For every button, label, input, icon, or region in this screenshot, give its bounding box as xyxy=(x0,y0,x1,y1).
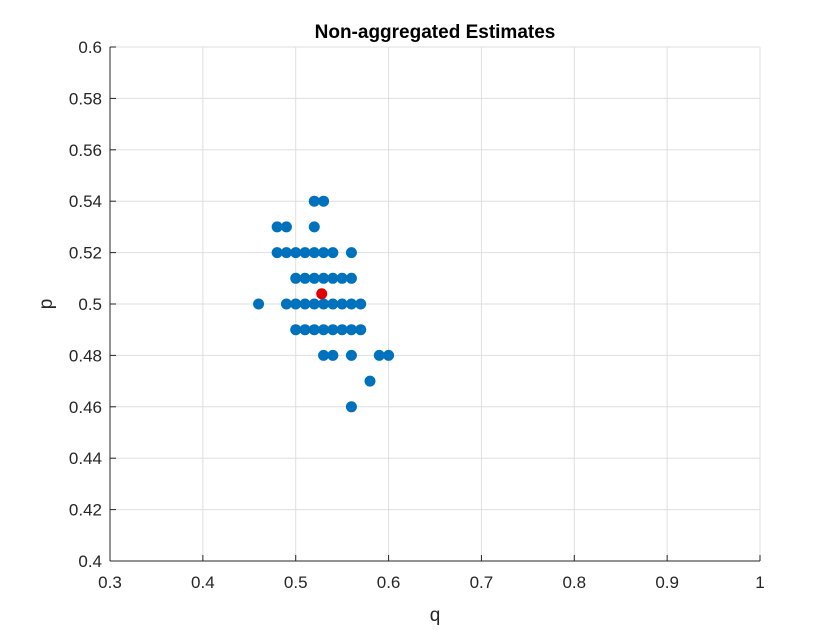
estimate-point xyxy=(327,272,339,284)
estimate-point xyxy=(290,272,302,284)
estimate-point xyxy=(336,298,348,310)
x-tick-label: 0.5 xyxy=(284,573,308,592)
y-tick-label: 0.6 xyxy=(78,38,102,57)
estimate-point xyxy=(318,298,330,310)
y-tick-label: 0.4 xyxy=(78,552,102,571)
y-tick-label: 0.48 xyxy=(69,346,102,365)
y-tick-label: 0.58 xyxy=(69,89,102,108)
estimate-point xyxy=(383,349,395,361)
estimate-point xyxy=(318,349,330,361)
estimate-point xyxy=(327,324,339,336)
y-axis-label: p xyxy=(36,299,57,310)
data-points xyxy=(253,195,395,413)
x-tick-label: 0.4 xyxy=(191,573,215,592)
y-tick-label: 0.46 xyxy=(69,398,102,417)
estimate-point xyxy=(299,247,311,259)
estimate-point xyxy=(336,324,348,336)
estimate-point xyxy=(355,298,367,310)
estimate-point xyxy=(299,272,311,284)
x-axis-label: q xyxy=(430,605,441,626)
estimate-point xyxy=(308,195,320,207)
estimate-point xyxy=(290,298,302,310)
x-tick-label: 0.3 xyxy=(98,573,122,592)
estimate-point xyxy=(364,375,376,387)
estimate-point xyxy=(355,324,367,336)
x-tick-label: 1 xyxy=(755,573,764,592)
y-ticks: 0.4 0.42 0.44 0.46 0.48 0.5 0.52 0.54 0.56 0.58 0.… xyxy=(69,38,116,571)
x-tick-label: 0.8 xyxy=(562,573,586,592)
estimate-point xyxy=(345,298,357,310)
estimate-point xyxy=(308,324,320,336)
estimate-point xyxy=(327,298,339,310)
y-tick-label: 0.56 xyxy=(69,141,102,160)
chart-title: Non-aggregated Estimates xyxy=(315,22,556,43)
estimate-point xyxy=(308,221,320,233)
estimate-point xyxy=(280,298,292,310)
estimate-point xyxy=(318,324,330,336)
y-tick-label: 0.44 xyxy=(69,449,102,468)
estimate-point xyxy=(280,221,292,233)
x-ticks: 0.3 0.4 0.5 0.6 0.7 0.8 0.9 1 xyxy=(98,555,765,592)
estimate-point xyxy=(308,298,320,310)
estimate-point xyxy=(327,247,339,259)
y-tick-label: 0.42 xyxy=(69,501,102,520)
estimate-point xyxy=(336,272,348,284)
y-tick-label: 0.5 xyxy=(78,295,102,314)
estimate-point xyxy=(345,324,357,336)
estimate-point xyxy=(280,247,292,259)
estimate-point xyxy=(345,349,357,361)
estimate-point xyxy=(345,247,357,259)
estimate-point xyxy=(299,298,311,310)
estimate-point xyxy=(345,401,357,413)
estimate-point xyxy=(271,247,283,259)
y-tick-label: 0.54 xyxy=(69,192,102,211)
y-tick-label: 0.52 xyxy=(69,244,102,263)
estimate-point xyxy=(253,298,265,310)
x-tick-label: 0.6 xyxy=(377,573,401,592)
estimate-point xyxy=(308,272,320,284)
estimate-point xyxy=(318,247,330,259)
x-tick-label: 0.9 xyxy=(655,573,679,592)
estimate-point xyxy=(290,324,302,336)
x-tick-label: 0.7 xyxy=(470,573,494,592)
aggregate-point xyxy=(316,288,328,300)
estimate-point xyxy=(318,272,330,284)
estimate-point xyxy=(299,324,311,336)
estimate-point xyxy=(308,247,320,259)
estimate-point xyxy=(271,221,283,233)
estimate-point xyxy=(373,349,385,361)
estimate-point xyxy=(318,195,330,207)
estimate-point xyxy=(345,272,357,284)
estimate-point xyxy=(290,247,302,259)
estimate-point xyxy=(327,349,339,361)
